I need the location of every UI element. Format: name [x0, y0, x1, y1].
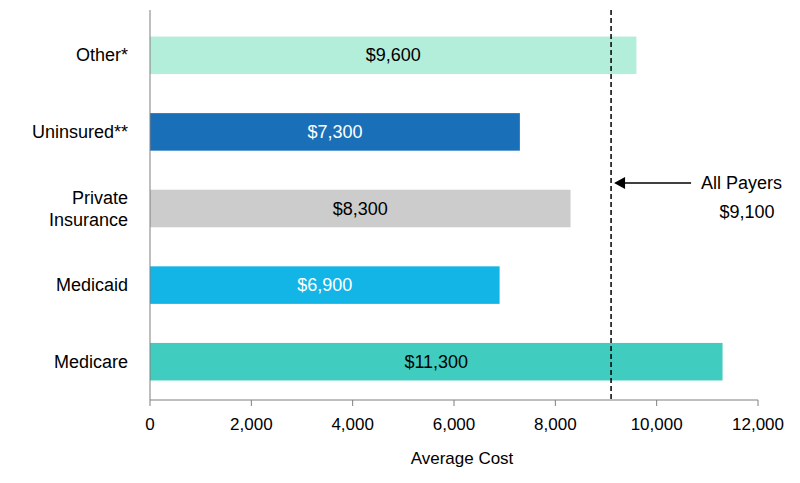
- bar: [150, 37, 636, 75]
- category-label: Medicare: [54, 352, 128, 372]
- chart-container: 0 2,000 4,000 6,000 8,000 10,000 12,000 $9,600 $…: [0, 0, 800, 483]
- tick-label: 8,000: [534, 415, 577, 434]
- tick-label: 10,000: [631, 415, 683, 434]
- category-label-line: Private: [72, 188, 128, 208]
- bar: [150, 343, 723, 381]
- tick-label: 2,000: [230, 415, 273, 434]
- bar: [150, 266, 500, 304]
- category-label: Other*: [76, 45, 128, 65]
- x-axis-label: Average Cost: [411, 449, 514, 468]
- tick-label: 0: [145, 415, 154, 434]
- y-axis-line: [150, 10, 151, 400]
- category-label: Medicaid: [56, 275, 128, 295]
- bar: [150, 113, 520, 151]
- chart-svg: 0 2,000 4,000 6,000 8,000 10,000 12,000 $9,600 $…: [0, 0, 800, 483]
- tick-mark: [656, 400, 657, 406]
- category-label: Uninsured**: [32, 122, 128, 142]
- reference-line: [610, 10, 612, 400]
- tick-mark: [150, 400, 151, 406]
- category-label: PrivateInsurance: [49, 188, 128, 230]
- tick-label: 4,000: [331, 415, 374, 434]
- annotation-arrow-head: [614, 177, 625, 189]
- data-label: $9,600: [366, 45, 421, 65]
- annotation-label: All Payers: [701, 173, 782, 193]
- category-label-line: Medicare: [54, 352, 128, 372]
- tick-mark: [454, 400, 455, 406]
- data-label: $7,300: [307, 122, 362, 142]
- category-label-line: Medicaid: [56, 275, 128, 295]
- annotation-value: $9,100: [720, 202, 775, 222]
- tick-mark: [555, 400, 556, 406]
- x-axis-line: [150, 400, 758, 401]
- tick-mark: [758, 400, 759, 406]
- data-label: $8,300: [333, 199, 388, 219]
- data-label: $11,300: [404, 352, 468, 372]
- category-label-line: Insurance: [49, 210, 128, 230]
- tick-label: 12,000: [732, 415, 784, 434]
- annotation-arrow-shaft: [616, 182, 691, 184]
- tick-mark: [251, 400, 252, 406]
- category-label-line: Other*: [76, 45, 128, 65]
- tick-label: 6,000: [433, 415, 476, 434]
- data-label: $6,900: [297, 275, 352, 295]
- bar: [150, 190, 571, 228]
- tick-mark: [352, 400, 353, 406]
- category-label-line: Uninsured**: [32, 122, 128, 142]
- bars: [150, 37, 723, 381]
